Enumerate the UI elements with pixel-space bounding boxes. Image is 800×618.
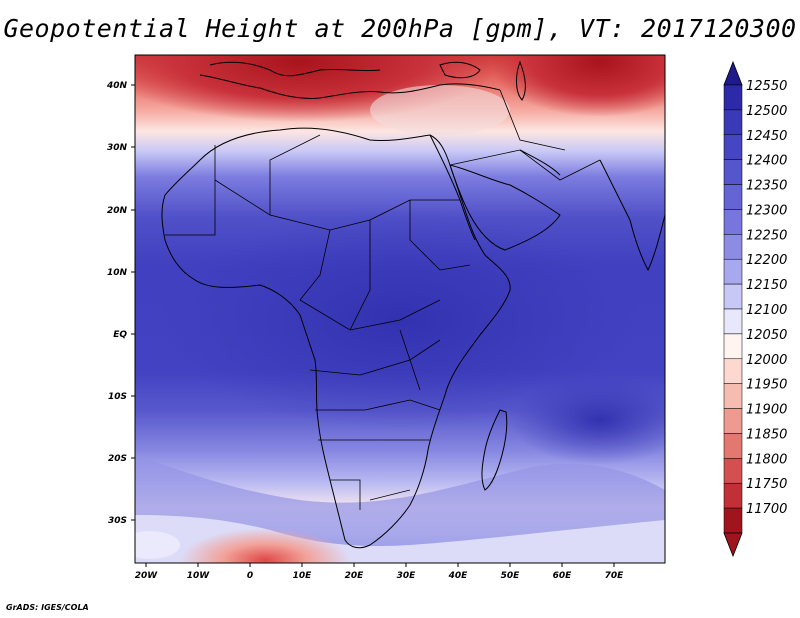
lon-label: 10W — [187, 571, 211, 581]
colorbar-label: 12350 — [746, 179, 787, 194]
lat-label: 30N — [107, 143, 128, 153]
colorbar-label: 12150 — [746, 278, 787, 293]
coastlines — [161, 60, 665, 549]
footer-credit: GrADS: IGES/COLA — [6, 603, 89, 612]
colorbar-label: 12050 — [746, 328, 787, 343]
lon-label: 40E — [448, 571, 469, 581]
colorbar-label: 12450 — [746, 129, 787, 144]
colorbar-swatch — [723, 333, 743, 360]
colorbar-swatch — [723, 109, 743, 136]
colorbar-swatch — [723, 358, 743, 384]
colorbar-swatch — [723, 184, 743, 210]
lat-label: 10S — [108, 392, 127, 402]
lat-label: 20N — [107, 206, 128, 216]
country-borders — [165, 89, 601, 510]
colorbar-label: 11850 — [746, 427, 787, 442]
lon-label: 20E — [345, 571, 365, 581]
colorbar-top-arrow — [723, 60, 743, 86]
colorbar-swatch — [723, 84, 743, 111]
colorbar-label: 12250 — [746, 228, 787, 243]
plot-frame — [134, 54, 666, 564]
colorbar-label: 11800 — [746, 452, 787, 467]
colorbar-label: 12000 — [746, 353, 787, 368]
colorbar-swatch — [723, 458, 743, 484]
height-field — [135, 55, 665, 563]
colorbar-label: 12200 — [746, 253, 787, 268]
colorbar: 12550 12500 12450 12400 12350 12300 12250 12200… — [723, 60, 787, 558]
colorbar-swatch — [723, 209, 743, 235]
axis-ticks — [131, 84, 615, 567]
colorbar-swatch — [723, 234, 743, 260]
lon-label: 20W — [135, 571, 159, 581]
colorbar-label: 12400 — [746, 154, 787, 169]
colorbar-label: 11950 — [746, 378, 787, 393]
colorbar-swatch — [723, 507, 743, 534]
colorbar-label: 11750 — [746, 477, 787, 492]
lat-label: 20S — [108, 454, 127, 464]
colorbar-label: 12550 — [746, 79, 787, 94]
colorbar-label: 12300 — [746, 203, 787, 218]
colorbar-swatch — [723, 383, 743, 409]
lat-label: 40N — [106, 81, 128, 91]
colorbar-label: 11700 — [746, 502, 787, 517]
lat-label: EQ — [113, 330, 127, 340]
lon-label: 50E — [501, 571, 521, 581]
lon-label: 30E — [397, 571, 417, 581]
colorbar-swatch — [723, 159, 743, 185]
colorbar-swatch — [723, 433, 743, 459]
colorbar-label: 12500 — [746, 104, 787, 119]
colorbar-swatch — [723, 134, 743, 160]
colorbar-label: 11900 — [746, 403, 787, 418]
colorbar-swatch — [723, 308, 743, 335]
map-title: Geopotential Height at 200hPa [gpm], VT:… — [3, 14, 797, 43]
colorbar-bottom-arrow — [723, 532, 743, 558]
lon-label: 10E — [293, 571, 313, 581]
lon-label: 0 — [247, 571, 253, 581]
lat-label: 30S — [108, 516, 127, 526]
colorbar-swatch — [723, 283, 743, 310]
lon-label: 70E — [605, 571, 625, 581]
colorbar-swatch — [723, 408, 743, 434]
lat-label: 10N — [107, 268, 128, 278]
colorbar-label: 12100 — [746, 303, 787, 318]
colorbar-swatch — [723, 258, 743, 285]
colorbar-swatch — [723, 482, 743, 509]
lon-label: 60E — [553, 571, 573, 581]
